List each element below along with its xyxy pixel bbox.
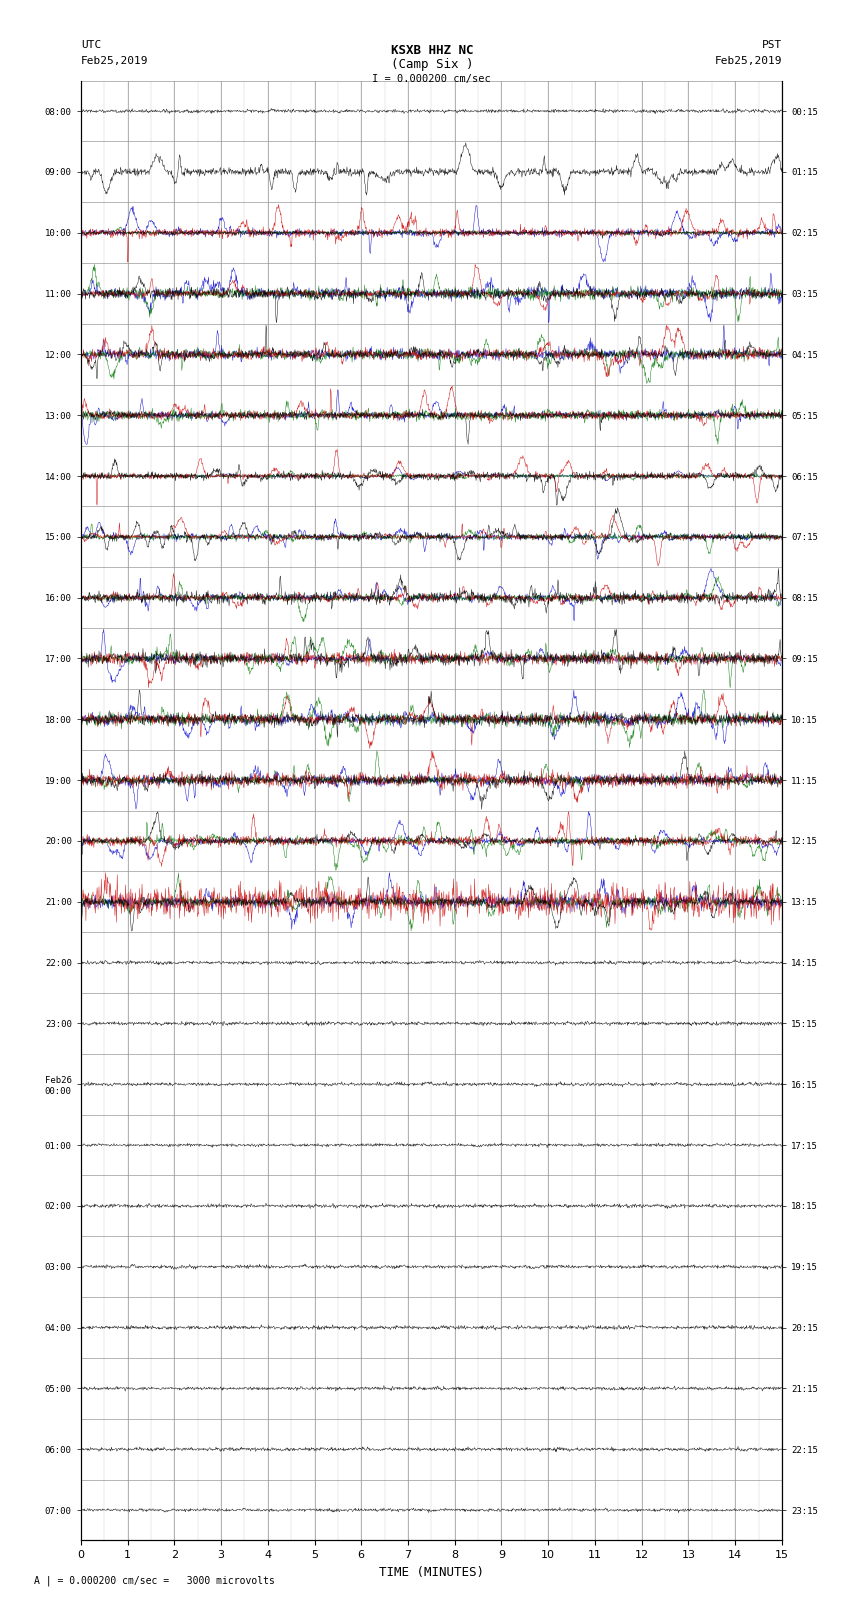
Text: Feb25,2019: Feb25,2019 xyxy=(81,56,148,66)
Text: Feb25,2019: Feb25,2019 xyxy=(715,56,782,66)
Text: UTC: UTC xyxy=(81,40,101,50)
Text: PST: PST xyxy=(762,40,782,50)
Text: A | = 0.000200 cm/sec =   3000 microvolts: A | = 0.000200 cm/sec = 3000 microvolts xyxy=(34,1576,275,1586)
Text: KSXB HHZ NC: KSXB HHZ NC xyxy=(390,44,473,56)
Text: (Camp Six ): (Camp Six ) xyxy=(390,58,473,71)
Text: I = 0.000200 cm/sec: I = 0.000200 cm/sec xyxy=(372,74,491,84)
X-axis label: TIME (MINUTES): TIME (MINUTES) xyxy=(379,1566,484,1579)
